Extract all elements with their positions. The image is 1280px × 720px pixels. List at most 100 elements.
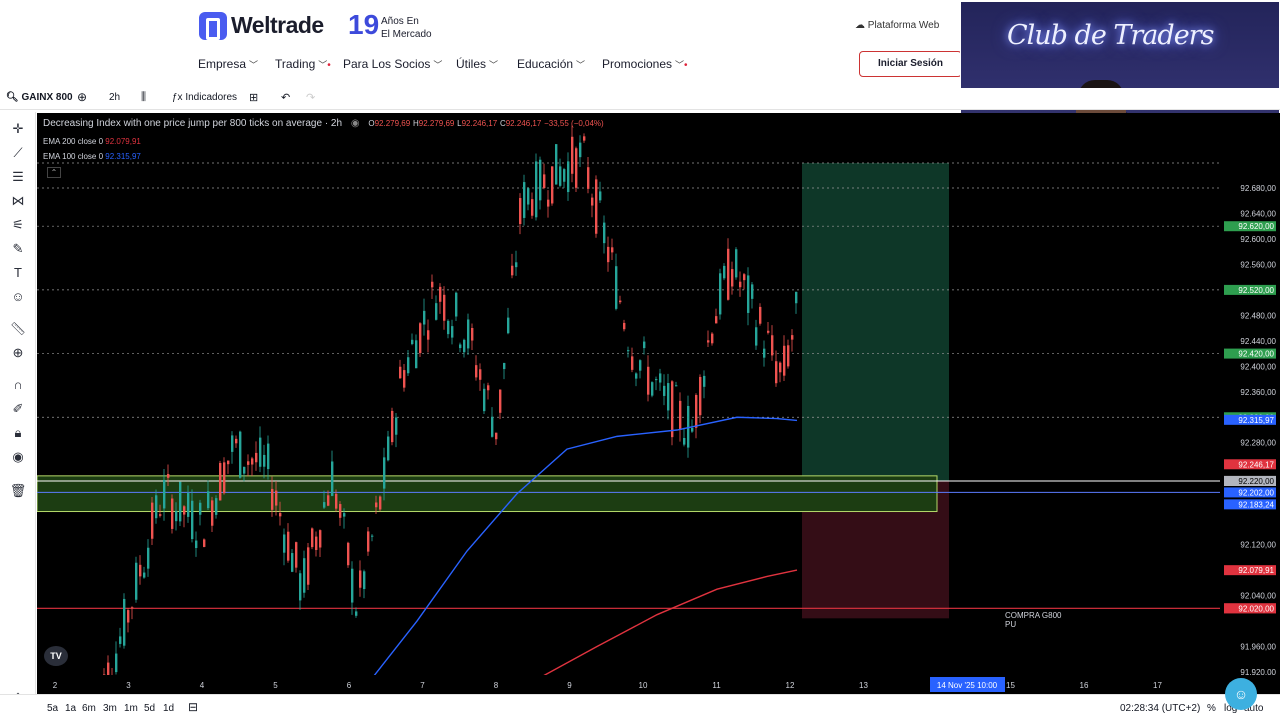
- candle-body: [759, 306, 762, 324]
- text-icon[interactable]: T: [14, 265, 22, 280]
- nav-promociones[interactable]: Promociones ﹀•: [602, 57, 688, 71]
- ruler-icon[interactable]: 📏︎: [9, 321, 27, 336]
- web-platform-link[interactable]: ☁ Plataforma Web: [855, 20, 939, 31]
- clock-label[interactable]: 02:28:34 (UTC+2): [1120, 703, 1201, 714]
- lock-drawing-icon[interactable]: ✐: [12, 401, 24, 416]
- price-badge: [1224, 414, 1276, 425]
- prediction-icon[interactable]: ⚟: [12, 217, 24, 232]
- ema100-legend[interactable]: EMA 100 close 0 92.315,97: [43, 152, 141, 161]
- eye-icon[interactable]: ◉: [12, 449, 24, 464]
- candle-body: [355, 611, 358, 616]
- candle-body: [763, 348, 766, 358]
- range-6m[interactable]: 6m: [82, 703, 96, 714]
- time-tick-label: 12: [786, 681, 795, 690]
- candle-body: [503, 362, 506, 370]
- interval-button[interactable]: 2h: [109, 92, 121, 103]
- candle-body: [351, 568, 354, 603]
- candle-body: [319, 530, 322, 548]
- pattern-icon[interactable]: ⋈: [11, 193, 25, 208]
- candle-body: [203, 539, 206, 547]
- brush-icon[interactable]: ✎: [12, 241, 24, 256]
- ema200-label: EMA 200 close 0: [43, 137, 104, 146]
- price-chart[interactable]: Decreasing Index with one price jump per…: [37, 113, 1220, 675]
- crosshair-icon[interactable]: ✛: [12, 121, 24, 136]
- drawing-toolbar: ✛ ⟋ ☰ ⋈ ⚟ ✎ T ☺ 📏︎ ⊕ ∩ ✐ 🔒︎ ◉ 🗑︎ ◈: [0, 112, 36, 704]
- trade-annotation[interactable]: COMPRA G800 PU: [1005, 611, 1061, 629]
- candle-body: [143, 572, 146, 578]
- nav-utiles[interactable]: Útiles ﹀: [456, 57, 498, 71]
- candle-body: [115, 653, 118, 673]
- candle-body: [131, 607, 134, 609]
- nav-educacion[interactable]: Educación ﹀: [517, 57, 585, 71]
- range-5d[interactable]: 5d: [144, 703, 156, 714]
- candle-body: [103, 674, 106, 675]
- candle-body: [691, 427, 694, 432]
- candle-body: [227, 460, 230, 465]
- chart-canvas[interactable]: [37, 113, 1220, 675]
- lock-icon[interactable]: 🔒︎: [14, 425, 22, 440]
- symbol-search[interactable]: 🔍︎ GAINX 800: [6, 92, 73, 103]
- magnet-icon[interactable]: ∩: [13, 377, 23, 392]
- price-axis[interactable]: 92.680,00 92.640,00 92.600,00 92.560,00 92.4…: [1220, 113, 1280, 677]
- price-badge: [1224, 459, 1276, 470]
- log-toggle[interactable]: log: [1224, 703, 1238, 714]
- time-tick-label: 7: [420, 681, 425, 690]
- tradingview-logo-icon[interactable]: TV: [44, 646, 68, 666]
- trendline-icon[interactable]: ⟋: [13, 145, 23, 160]
- candle-body: [771, 335, 774, 356]
- goto-date-icon[interactable]: ⊟: [188, 700, 199, 714]
- years-text: Años En El Mercado: [381, 15, 451, 41]
- nav-socios[interactable]: Para Los Socios ﹀: [343, 57, 442, 71]
- candle-type-icon[interactable]: ⫼: [141, 91, 147, 103]
- candle-body: [627, 350, 630, 352]
- candle-body: [299, 573, 302, 601]
- horizontal-lines-icon[interactable]: ☰: [12, 169, 24, 184]
- nav-label: Trading: [275, 57, 316, 71]
- price-tick-label: 91.960,00: [1240, 643, 1276, 652]
- price-tick-label: 92.040,00: [1240, 592, 1276, 601]
- nav-trading[interactable]: Trading ﹀•: [275, 57, 331, 71]
- site-logo-text[interactable]: Weltrade: [231, 12, 324, 38]
- candle-body: [499, 389, 502, 413]
- chat-support-button[interactable]: ☺: [1225, 678, 1257, 710]
- candle-body: [455, 292, 458, 317]
- range-5y[interactable]: 5a: [47, 703, 59, 714]
- candle-body: [175, 510, 178, 522]
- nav-empresa[interactable]: Empresa ﹀: [198, 57, 258, 71]
- emoji-icon[interactable]: ☺: [11, 289, 25, 304]
- collapse-legend-icon[interactable]: ⌃: [47, 167, 61, 178]
- chevron-down-icon: ﹀: [675, 60, 685, 70]
- indicators-button[interactable]: ƒx Indicadores: [172, 92, 237, 103]
- redo-icon[interactable]: ↷: [306, 92, 316, 104]
- candle-body: [687, 405, 690, 448]
- range-1d[interactable]: 1d: [163, 703, 175, 714]
- candle-body: [467, 319, 470, 349]
- nav-label: Promociones: [602, 57, 673, 71]
- zoom-icon[interactable]: ⊕: [12, 345, 24, 360]
- percent-toggle[interactable]: %: [1207, 703, 1216, 714]
- candle-body: [679, 400, 682, 430]
- symbol-label: GAINX 800: [21, 92, 73, 103]
- time-axis[interactable]: 2 3 4 5 6 7 8 9 10 11 12 13 15 16 17 14 Nov '25 10:00: [37, 675, 1280, 694]
- weltrade-logo-icon[interactable]: [199, 12, 227, 40]
- add-symbol-icon[interactable]: ⊕: [77, 90, 88, 104]
- eye-icon[interactable]: ◉: [350, 118, 360, 129]
- candle-body: [603, 222, 606, 244]
- candle-body: [359, 570, 362, 588]
- ema200-legend[interactable]: EMA 200 close 0 92.079,91: [43, 137, 141, 146]
- layouts-icon[interactable]: ⊞: [249, 92, 259, 104]
- trash-icon[interactable]: 🗑︎: [9, 483, 27, 498]
- login-button[interactable]: Iniciar Sesión: [859, 51, 962, 77]
- range-3m[interactable]: 3m: [103, 703, 117, 714]
- range-1m[interactable]: 1m: [124, 703, 138, 714]
- candle-body: [755, 327, 758, 346]
- range-1y[interactable]: 1a: [65, 703, 77, 714]
- candle-body: [583, 136, 586, 141]
- candle-body: [667, 383, 670, 411]
- chevron-down-icon: ﹀: [249, 60, 259, 70]
- price-badge: [1224, 284, 1276, 295]
- candle-body: [527, 188, 530, 205]
- auto-toggle[interactable]: auto: [1244, 703, 1264, 714]
- undo-icon[interactable]: ↶: [281, 92, 291, 104]
- price-badge-label: 92.079,91: [1238, 566, 1274, 575]
